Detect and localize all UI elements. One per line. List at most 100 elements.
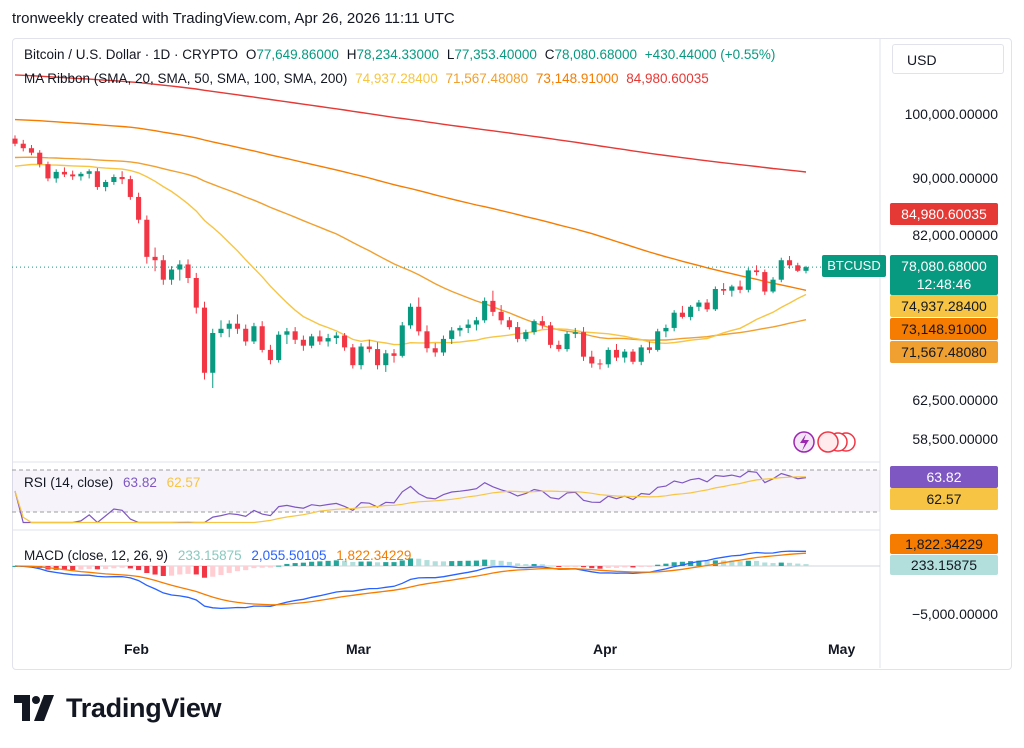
macd-histogram-bar xyxy=(572,566,578,567)
x-label-feb: Feb xyxy=(124,641,149,657)
macd-histogram-bar xyxy=(152,566,158,575)
macd-histogram-bar xyxy=(523,564,529,566)
macd-histogram-bar xyxy=(704,561,710,566)
candle-body xyxy=(630,351,636,362)
currency-selector[interactable]: USD xyxy=(892,44,1004,74)
macd-histogram-bar xyxy=(325,560,331,566)
high-label: H xyxy=(346,47,357,62)
rsi-title: RSI (14, close) xyxy=(24,475,114,490)
candle-body xyxy=(440,338,447,353)
low-value: 77,353.40000 xyxy=(454,47,537,62)
macd-histogram-bar xyxy=(622,566,628,568)
candle-body xyxy=(531,321,537,333)
macd-histogram-bar xyxy=(333,560,339,566)
macd-histogram-bar xyxy=(61,566,67,571)
macd-histogram-bar xyxy=(201,566,208,578)
macd-histogram-bar xyxy=(803,564,809,566)
candle-body xyxy=(803,267,809,271)
y-tick-label: 90,000.00000 xyxy=(912,170,998,186)
candle-body xyxy=(465,324,471,328)
y-tick-label: 82,000.00000 xyxy=(912,227,998,243)
macd-histogram-bar xyxy=(424,560,430,566)
bar-countdown: 12:48:46 xyxy=(916,276,972,292)
macd-histogram-bar xyxy=(762,562,768,566)
candle-body xyxy=(37,152,43,165)
candle-body xyxy=(53,171,59,179)
macd-histogram-bar xyxy=(745,560,751,566)
candle-body xyxy=(655,331,661,350)
macd-histogram-bar xyxy=(663,563,669,566)
macd-histogram-bar xyxy=(498,560,504,566)
candle-body xyxy=(358,346,364,366)
macd-histogram-bar xyxy=(416,558,422,566)
candle-body xyxy=(391,353,397,356)
candle-body xyxy=(342,335,348,348)
us-flag-icon xyxy=(817,431,839,453)
rsi-legend: RSI (14, close) 63.82 62.57 xyxy=(24,475,200,490)
macd-histogram-bar xyxy=(465,560,471,566)
macd-histogram-bar xyxy=(243,566,249,571)
macd-histogram-bar xyxy=(168,566,175,576)
ma20-line xyxy=(14,163,807,346)
macd-histogram-bar xyxy=(267,566,273,568)
macd-histogram-bar xyxy=(119,566,125,568)
chart-frame[interactable] xyxy=(12,38,1012,670)
macd-histogram-bar xyxy=(391,562,397,566)
chart-header: tronweekly created with TradingView.com,… xyxy=(12,10,455,27)
candle-body xyxy=(605,349,611,365)
candle-body xyxy=(374,349,381,366)
tradingview-logo-icon xyxy=(14,695,54,721)
candle-body xyxy=(696,302,702,307)
macd-histogram-bar xyxy=(531,564,537,566)
macd-histogram-bar xyxy=(679,561,685,566)
tradingview-logo[interactable]: TradingView xyxy=(14,692,222,724)
candle-body xyxy=(61,171,67,175)
macd-histogram-bar xyxy=(350,561,356,566)
candle-body xyxy=(548,325,554,345)
macd-title: MACD (close, 12, 26, 9) xyxy=(24,548,169,563)
macd-hist-value: 233.15875 xyxy=(177,548,242,563)
macd-histogram-bar xyxy=(696,560,702,566)
macd-line-value: 2,055.50105 xyxy=(251,548,327,563)
macd-histogram-bar xyxy=(342,560,348,566)
rsi-ma-value: 62.57 xyxy=(166,475,201,490)
candle-body xyxy=(613,349,620,358)
candle-body xyxy=(515,327,521,339)
candle-body xyxy=(185,264,191,278)
ma200-value: 84,980.60035 xyxy=(626,71,709,86)
macd-histogram-bar xyxy=(383,562,389,566)
macd-histogram-bar xyxy=(177,566,183,575)
close-value: 78,080.68000 xyxy=(554,47,638,62)
candle-body xyxy=(243,328,249,342)
macd-histogram-bar xyxy=(374,562,381,566)
candle-body xyxy=(795,265,801,271)
candle-body xyxy=(78,173,84,177)
candle-body xyxy=(267,349,273,361)
macd-histogram-bar xyxy=(556,566,562,567)
macd-signal-price-tag: 1,822.34229 xyxy=(890,534,998,554)
macd-histogram-bar xyxy=(671,562,677,566)
macd-histogram-bar xyxy=(482,559,488,566)
candle-body xyxy=(622,351,628,358)
open-label: O xyxy=(245,47,257,62)
candle-body xyxy=(572,332,578,334)
macd-histogram-bar xyxy=(94,566,100,570)
macd-histogram-bar xyxy=(407,558,414,566)
macd-histogram-bar xyxy=(473,560,479,566)
candle-body xyxy=(70,174,76,177)
candle-body xyxy=(704,302,710,310)
rsi-value: 63.82 xyxy=(123,475,157,490)
candle-body xyxy=(646,347,653,350)
macd-histogram-bar xyxy=(210,566,216,577)
macd-histogram-bar xyxy=(53,566,59,570)
candle-body xyxy=(259,326,265,350)
macd-histogram-bar xyxy=(539,564,545,566)
ma200-line xyxy=(14,74,807,173)
macd-legend: MACD (close, 12, 26, 9) 233.15875 2,055.… xyxy=(24,548,411,563)
macd-histogram-bar xyxy=(284,563,290,566)
candle-body xyxy=(119,177,125,180)
candle-body xyxy=(218,328,224,333)
macd-histogram-bar xyxy=(655,564,661,566)
candle-body xyxy=(292,331,298,340)
